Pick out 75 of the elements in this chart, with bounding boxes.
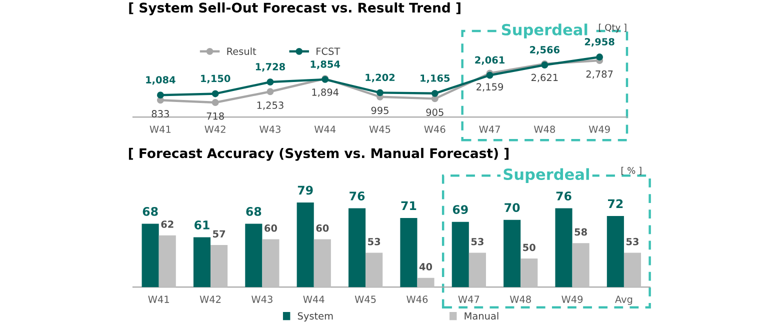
point (266, 78, 274, 86)
x-tick-label: W49 (562, 296, 583, 303)
data-label: 60 (316, 224, 329, 232)
data-label: 2,787 (586, 70, 613, 79)
text: Superdeal (504, 168, 589, 183)
legend-label: Result (227, 47, 256, 55)
point (596, 54, 604, 61)
data-label: 58 (574, 228, 587, 236)
data-label: 57 (213, 230, 226, 238)
data-label: 1,728 (256, 63, 285, 72)
data-label: 1,150 (201, 74, 230, 84)
x-tick-label: W45 (354, 296, 376, 303)
x-tick-label: W47 (479, 126, 500, 133)
x-tick-label: W44 (303, 296, 324, 303)
text: [ Qty ] (599, 24, 626, 33)
data-label: 53 (471, 238, 484, 246)
x-tick-label: W46 (406, 296, 428, 303)
data-label: 76 (350, 192, 365, 200)
data-label: 718 (206, 112, 224, 120)
x-tick-label: W47 (458, 296, 480, 303)
data-label: 76 (556, 192, 572, 200)
x-tick-label: Avg (615, 296, 632, 305)
data-label: 68 (142, 206, 158, 216)
legend-label: Manual (464, 312, 498, 320)
data-label: 53 (626, 238, 638, 246)
data-label: 1,084 (146, 76, 176, 85)
data-label: 1,202 (366, 74, 395, 82)
x-tick-label: W41 (150, 126, 171, 133)
data-label: 61 (194, 220, 210, 230)
text: [ % ] (621, 166, 642, 175)
text: Superdeal (502, 24, 588, 38)
data-label: 995 (371, 106, 388, 114)
data-label: 905 (426, 108, 444, 116)
x-tick-label: W45 (369, 126, 390, 133)
chart-title: [ System Sell-Out Forecast vs. Result Trend ] (129, 2, 460, 16)
legend-label: System (298, 312, 333, 322)
point (212, 90, 219, 98)
legend-label: FCST (316, 48, 340, 55)
data-label: 40 (419, 263, 432, 270)
data-label: 50 (523, 244, 536, 252)
data-label: 62 (161, 220, 174, 228)
data-label: 53 (368, 238, 380, 246)
data-label: 2,621 (531, 74, 558, 82)
x-tick-label: W46 (424, 126, 446, 133)
data-label: 72 (608, 199, 623, 208)
point (212, 99, 219, 106)
data-label: 1,854 (310, 60, 340, 70)
data-label: 2,159 (476, 83, 504, 92)
point (156, 92, 164, 99)
x-tick-label: W42 (204, 126, 226, 133)
data-label: 68 (246, 206, 262, 216)
chart-title: [ Forecast Accuracy (System vs. Manual Forecast) ] (128, 148, 509, 161)
data-label: 833 (152, 110, 169, 118)
data-label: 69 (452, 205, 468, 214)
x-tick-label: W48 (510, 296, 531, 303)
x-tick-label: W43 (252, 296, 272, 303)
x-tick-label: W49 (588, 126, 610, 133)
data-label: 1,253 (257, 102, 284, 110)
x-tick-label: W44 (314, 126, 336, 133)
data-label: 1,894 (312, 88, 338, 97)
data-label: 2,958 (584, 38, 614, 47)
point (266, 88, 274, 96)
x-tick-label: W41 (148, 296, 169, 303)
x-tick-label: W43 (260, 126, 280, 133)
data-label: 79 (298, 186, 313, 195)
data-label: 70 (504, 203, 520, 212)
data-label: 1,165 (420, 74, 450, 84)
point (376, 89, 384, 96)
x-tick-label: W42 (200, 296, 221, 303)
x-tick-label: W48 (534, 126, 555, 133)
data-label: 71 (401, 201, 416, 210)
point (431, 90, 438, 97)
data-label: 2,566 (530, 46, 560, 55)
data-label: 60 (264, 224, 278, 232)
data-label: 2,061 (475, 56, 504, 65)
